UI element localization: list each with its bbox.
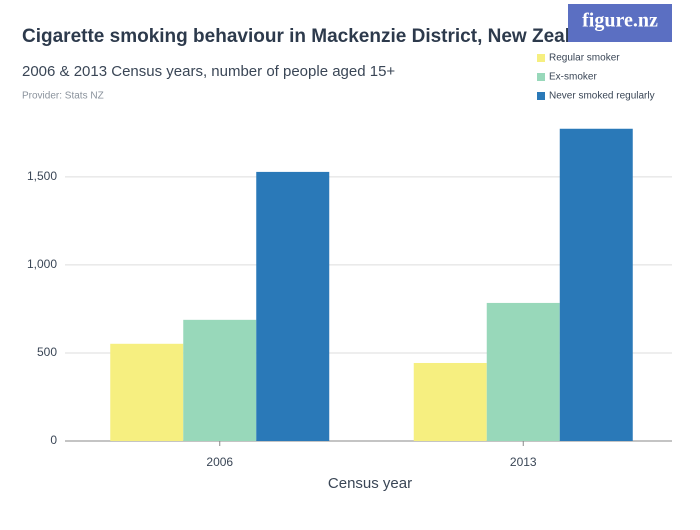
y-tick-label: 500 [37, 345, 57, 359]
y-tick-label: 0 [50, 433, 57, 447]
x-axis-label: Census year [328, 475, 412, 492]
bar [413, 362, 487, 441]
legend-swatch [537, 73, 545, 81]
bar [183, 319, 257, 441]
logo: figure.nz [582, 10, 658, 32]
bar [486, 302, 560, 441]
legend-swatch [537, 54, 545, 62]
legend-label: Never smoked regularly [549, 91, 655, 102]
chart-subtitle: 2006 & 2013 Census years, number of peop… [22, 63, 395, 80]
legend-label: Regular smoker [549, 53, 620, 64]
chart-title: Cigarette smoking behaviour in Mackenzie… [22, 26, 604, 47]
bar [110, 343, 184, 441]
y-tick-label: 1,500 [27, 169, 57, 183]
logo-box [568, 4, 672, 42]
bar [559, 128, 633, 441]
x-tick-label: 2006 [206, 455, 233, 469]
legend-swatch [537, 92, 545, 100]
legend-label: Ex-smoker [549, 72, 597, 83]
y-tick-label: 1,000 [27, 257, 57, 271]
provider: Provider: Stats NZ [22, 91, 104, 102]
bar [256, 171, 330, 441]
x-tick-label: 2013 [510, 455, 537, 469]
